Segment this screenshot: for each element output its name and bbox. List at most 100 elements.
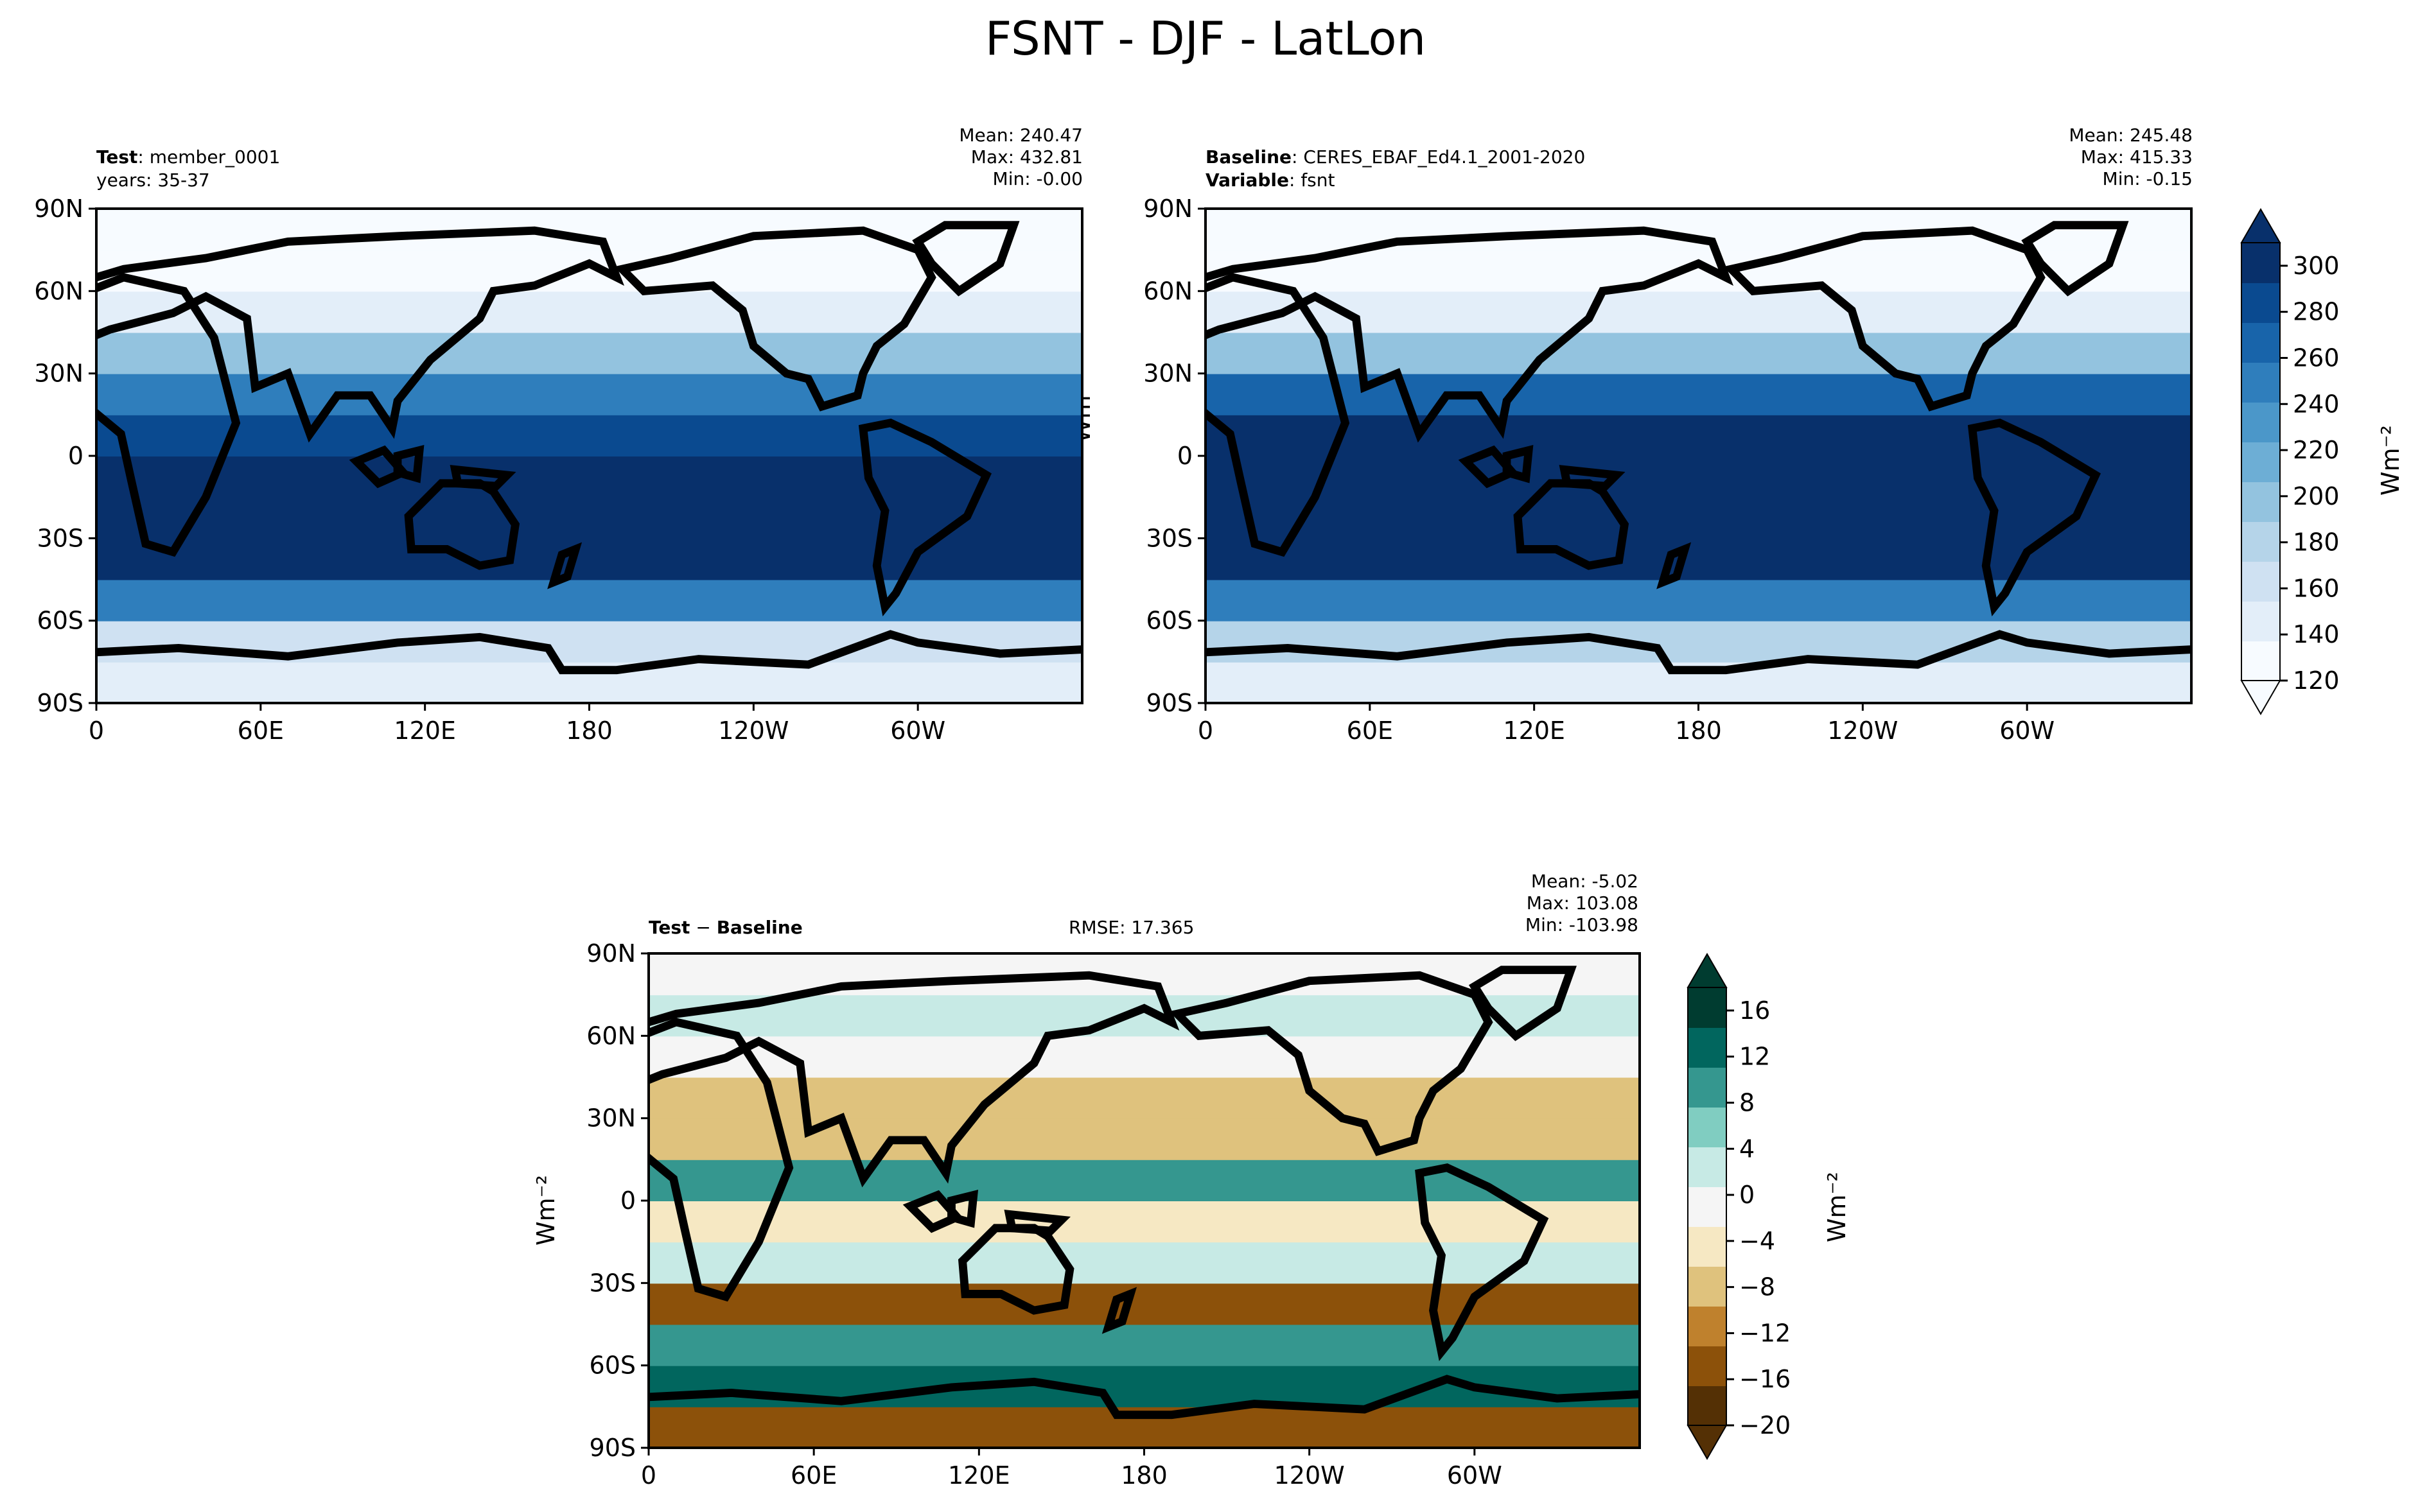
brbg-colorbar-tick-label: 0	[1739, 1181, 1755, 1209]
test-lat-band	[96, 332, 1082, 374]
brbg-colorbar-bin	[1688, 1027, 1726, 1068]
baseline-lat-band	[1206, 332, 2191, 374]
test-label-sep: :	[137, 146, 150, 168]
diff-stats: Mean: -5.02 Max: 103.08 Min: -103.98	[1525, 871, 1638, 936]
diff-lat-tick-label: 0	[620, 1186, 636, 1215]
diff-lon-tick-label: 60W	[1447, 1461, 1502, 1490]
blues-colorbar-tick-label: 280	[2293, 298, 2340, 326]
baseline-lat-tick-label: 0	[1177, 442, 1193, 470]
diff-stat-max: Max: 103.08	[1526, 892, 1638, 914]
brbg-colorbar-tick-label: −8	[1739, 1273, 1775, 1301]
test-lat-band	[96, 456, 1082, 498]
brbg-colorbar-bin	[1688, 1186, 1726, 1227]
test-map	[96, 209, 1082, 703]
test-lat-band	[96, 579, 1082, 621]
baseline-variable-sep: :	[1288, 169, 1301, 191]
baseline-lon-tick-label: 0	[1198, 717, 1213, 745]
brbg-colorbar-bin	[1688, 1107, 1726, 1147]
test-lon-tick-label: 120W	[718, 717, 789, 745]
diff-lat-tick-label: 30N	[586, 1104, 636, 1133]
brbg-colorbar-bin	[1688, 987, 1726, 1028]
baseline-lat-tick-label: 60S	[1146, 607, 1193, 635]
baseline-lat-band	[1206, 579, 2191, 621]
baseline-stat-max: Max: 415.33	[2080, 146, 2193, 168]
test-stat-max: Max: 432.81	[970, 146, 1083, 168]
blues-colorbar-bin	[2241, 362, 2280, 403]
baseline-lat-band	[1206, 497, 2191, 539]
baseline-stats: Mean: 245.48 Max: 415.33 Min: -0.15	[2069, 125, 2193, 190]
brbg-colorbar: −20 −16 −12 −8 −4 0 4 8 12 16	[1687, 952, 1791, 1461]
diff-lat-tick-label: 30S	[590, 1269, 636, 1297]
test-stat-min: Min: -0.00	[992, 168, 1083, 189]
diff-lon-tick-label: 0	[641, 1461, 656, 1490]
brbg-colorbar-tick-label: −4	[1739, 1227, 1775, 1255]
brbg-colorbar-bin	[1688, 1147, 1726, 1187]
diff-lat-band	[649, 1324, 1640, 1366]
diff-lat-tick-label: 60N	[586, 1021, 636, 1050]
baseline-map	[1206, 209, 2191, 703]
test-label-key: Test	[96, 146, 138, 168]
diff-label-b: Baseline	[716, 917, 803, 938]
baseline-lat-tick-label: 90S	[1146, 689, 1193, 717]
test-field-bands	[96, 209, 1082, 703]
blues-colorbar-tick-label: 220	[2293, 436, 2340, 464]
test-stats: Mean: 240.47 Max: 432.81 Min: -0.00	[959, 125, 1083, 190]
baseline-variable-value: fsnt	[1301, 169, 1335, 191]
baseline-label: Baseline: CERES_EBAF_Ed4.1_2001-2020	[1206, 146, 1585, 168]
test-lat-band	[96, 414, 1082, 456]
brbg-colorbar-bin	[1688, 1226, 1726, 1267]
blues-colorbar-tick-label: 160	[2293, 574, 2340, 602]
test-stat-mean: Mean: 240.47	[959, 125, 1083, 146]
diff-lon-tick-label: 120W	[1274, 1461, 1345, 1490]
diff-lon-tick-label: 180	[1121, 1461, 1168, 1490]
diff-lat-tick-label: 90N	[586, 939, 636, 968]
baseline-lon-tick-label: 180	[1675, 717, 1722, 745]
baseline-lon-tick-label: 60E	[1347, 717, 1393, 745]
diff-lat-tick-label: 60S	[590, 1351, 636, 1380]
blues-colorbar-tick-label: 260	[2293, 343, 2340, 372]
brbg-colorbar-tick-label: −16	[1739, 1365, 1791, 1393]
test-lon-tick-label: 0	[89, 717, 104, 745]
test-lat-tick-label: 60S	[37, 607, 83, 635]
test-lon-tick-label: 180	[566, 717, 613, 745]
diff-rmse: RMSE: 17.365	[1069, 917, 1195, 938]
test-label-value: member_0001	[149, 146, 281, 168]
blues-colorbar-bin	[2241, 521, 2280, 562]
brbg-colorbar-bin	[1688, 1067, 1726, 1108]
blues-colorbar-bin	[2241, 322, 2280, 363]
baseline-lon-tick-label: 60W	[1999, 717, 2055, 745]
diff-field-bands	[649, 953, 1640, 1448]
blues-colorbar-extend-max	[2240, 207, 2281, 243]
baseline-lat-tick-label: 90N	[1143, 195, 1193, 223]
test-lat-tick-label: 0	[68, 442, 83, 470]
brbg-colorbar-tick-label: 8	[1739, 1088, 1755, 1117]
brbg-colorbar-bin	[1688, 1266, 1726, 1307]
brbg-colorbar-bin	[1688, 1306, 1726, 1346]
brbg-colorbar-tick-label: 12	[1739, 1043, 1770, 1071]
diff-lat-tick-label: 90S	[590, 1434, 636, 1462]
brbg-colorbar-tick-label: −12	[1739, 1319, 1791, 1347]
blues-colorbar: 120 140 160 180 200 220 240 260 280 300	[2240, 207, 2340, 716]
test-lat-tick-label: 30N	[34, 360, 83, 388]
blues-colorbar-tick-label: 140	[2293, 620, 2340, 648]
blues-colorbar-bin	[2241, 282, 2280, 323]
test-label: Test: member_0001	[96, 146, 280, 168]
blues-colorbar-tick-label: 300	[2293, 252, 2340, 280]
blues-colorbar-bin	[2241, 641, 2280, 681]
test-lat-tick-label: 90S	[37, 689, 83, 717]
blues-colorbar-tick-label: 200	[2293, 482, 2340, 510]
test-lon-tick-label: 60W	[890, 717, 945, 745]
blues-colorbar-bin	[2241, 561, 2280, 602]
blues-colorbar-bin	[2241, 601, 2280, 641]
brbg-colorbar-tick-label: 4	[1739, 1134, 1755, 1163]
test-lon-tick-label: 120E	[394, 717, 456, 745]
blues-colorbar-bin	[2241, 442, 2280, 482]
baseline-lat-band	[1206, 456, 2191, 498]
figure-title: FSNT - DJF - LatLon	[985, 12, 1426, 65]
test-lat-tick-label: 90N	[34, 195, 83, 223]
diff-lat-band	[649, 1242, 1640, 1284]
test-lat-tick-label: 30S	[37, 524, 83, 552]
blues-colorbar-bin	[2241, 482, 2280, 522]
